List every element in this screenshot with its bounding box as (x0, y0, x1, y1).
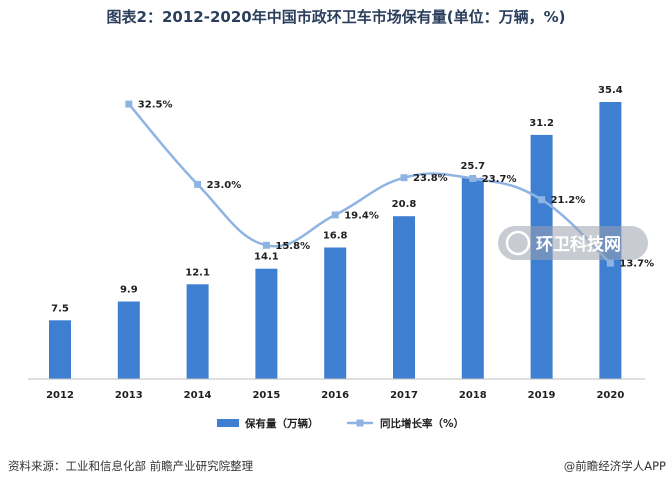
bar-2013 (117, 301, 140, 379)
growth-label-2020: 13.7% (619, 259, 654, 270)
bar-value-labels: 7.5 9.9 12.1 14.1 16.8 20.8 25.7 31.2 35.4 (51, 85, 623, 314)
x-tick-2020: 2020 (596, 390, 624, 401)
bar-label-2017: 20.8 (392, 199, 417, 210)
chart-title: 图表2：2012-2020年中国市政环卫车市场保有量(单位：万辆，%) (106, 8, 566, 26)
bar-label-2013: 9.9 (120, 285, 138, 296)
growth-point-2015 (262, 241, 270, 249)
x-tick-2014: 2014 (184, 390, 212, 401)
growth-label-2014: 23.0% (207, 180, 242, 191)
growth-label-2019: 21.2% (551, 195, 586, 206)
bar-2018 (461, 177, 484, 379)
legend-item-bar: 保有量（万辆） (217, 417, 319, 430)
x-tick-2018: 2018 (459, 390, 487, 401)
growth-label-2017: 23.8% (413, 173, 448, 184)
x-tick-2016: 2016 (321, 390, 349, 401)
bar-label-2015: 14.1 (254, 252, 279, 263)
watermark-logo: 环卫科技网 (498, 226, 648, 260)
legend-item-line: 同比增长率（%） (347, 417, 464, 430)
x-tick-2017: 2017 (390, 390, 418, 401)
legend: 保有量（万辆） 同比增长率（%） (217, 417, 464, 430)
watermark-pill (498, 226, 648, 260)
growth-label-2013: 32.5% (138, 100, 173, 111)
watermark-badge: 环卫科技网 (498, 226, 648, 260)
bar-label-2016: 16.8 (323, 231, 348, 242)
bar-label-2014: 12.1 (185, 267, 210, 278)
bar-2012 (49, 320, 71, 379)
x-tick-2019: 2019 (528, 390, 556, 401)
x-tick-2015: 2015 (252, 390, 280, 401)
brand-credit: @前瞻经济学人APP (563, 459, 666, 473)
bar-label-2018: 25.7 (460, 161, 485, 172)
growth-label-2016: 19.4% (344, 210, 379, 221)
x-tick-2013: 2013 (115, 390, 143, 401)
source-note: 资料来源：工业和信息化部 前瞻产业研究院整理 (8, 459, 254, 473)
bar-2015 (255, 268, 278, 379)
legend-swatch-bar (217, 419, 239, 427)
bar-label-2012: 7.5 (51, 303, 69, 314)
line-series (125, 100, 614, 267)
bar-2017 (393, 216, 415, 379)
x-tick-labels: 2012 2013 2014 2015 2016 2017 2018 2019 2020 (46, 390, 624, 401)
growth-label-2015: 15.8% (275, 241, 310, 252)
growth-point-2019 (538, 196, 546, 204)
growth-point-2014 (194, 180, 202, 188)
x-tick-2012: 2012 (46, 390, 74, 401)
bar-2014 (186, 284, 209, 379)
growth-point-2020 (606, 259, 614, 267)
growth-point-2016 (331, 211, 339, 219)
growth-point-2018 (469, 175, 477, 182)
growth-point-2017 (400, 174, 408, 182)
legend-label-line: 同比增长率（%） (380, 417, 464, 430)
growth-label-2018: 23.7% (482, 174, 517, 185)
growth-point-2013 (125, 100, 133, 108)
bar-label-2019: 31.2 (529, 118, 554, 129)
bar-2016 (324, 247, 347, 379)
watermark-icon (505, 230, 531, 256)
legend-label-bar: 保有量（万辆） (244, 417, 319, 430)
line-value-labels: 32.5% 23.0% 15.8% 19.4% 23.8% 23.7% 21.2% 13.7% (138, 100, 654, 270)
bar-label-2020: 35.4 (598, 85, 623, 96)
watermark-text: 环卫科技网 (536, 234, 621, 255)
legend-swatch-marker (356, 419, 364, 427)
